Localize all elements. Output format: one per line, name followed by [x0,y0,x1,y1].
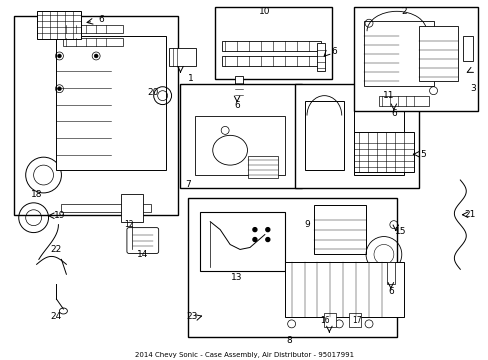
Bar [188,198,396,337]
Bar [462,36,472,61]
Bar [222,56,321,66]
Text: 2: 2 [400,7,406,16]
Bar [195,116,284,175]
Text: 7: 7 [185,180,191,189]
Bar [37,11,81,39]
Text: 11: 11 [382,91,394,100]
Bar [378,96,427,105]
Text: 24: 24 [51,312,62,321]
Bar [317,43,325,71]
Bar [14,16,177,215]
Bar [180,84,301,188]
Bar [215,7,332,79]
Text: 22: 22 [51,245,62,254]
Circle shape [265,228,269,231]
Bar [63,38,122,46]
Bar [304,100,344,170]
Bar [284,262,403,317]
Bar [61,204,150,212]
FancyBboxPatch shape [127,228,158,253]
Text: 6: 6 [234,101,240,110]
Text: 2014 Chevy Sonic - Case Assembly, Air Distributor - 95017991: 2014 Chevy Sonic - Case Assembly, Air Di… [135,352,354,357]
Text: 5: 5 [420,150,426,159]
Circle shape [57,87,61,91]
Bar [353,132,413,172]
Text: 8: 8 [286,336,292,345]
Text: 20: 20 [147,88,158,97]
Bar [200,212,284,271]
Bar [314,205,366,255]
Bar [353,100,403,175]
Text: 21: 21 [464,210,475,219]
Bar [386,262,394,284]
Text: 17: 17 [351,316,361,325]
Text: 10: 10 [259,7,270,16]
Text: 15: 15 [394,227,406,236]
Bar [247,156,277,178]
Text: 16: 16 [320,316,329,325]
Bar [418,26,457,81]
Text: 6: 6 [387,287,393,296]
Circle shape [265,238,269,242]
Text: 9: 9 [304,220,310,229]
Bar [168,48,196,66]
Bar [235,76,243,98]
Text: 13: 13 [231,273,243,282]
Circle shape [252,238,256,242]
Text: 6: 6 [98,15,104,24]
Circle shape [252,228,256,231]
Bar [353,7,477,111]
Text: 1: 1 [187,74,193,83]
Bar [324,313,336,327]
Bar [364,21,433,86]
Bar [63,25,122,33]
Bar [56,36,165,170]
Text: 18: 18 [31,190,42,199]
Text: 23: 23 [186,312,198,321]
Text: 6: 6 [331,46,337,55]
Text: 3: 3 [469,84,475,93]
Bar [348,313,360,327]
Text: 6: 6 [390,109,396,118]
Bar [222,41,321,51]
Bar [121,194,142,222]
Circle shape [57,54,61,58]
Text: 19: 19 [54,211,65,220]
Circle shape [94,54,98,58]
Text: 14: 14 [137,250,148,259]
Bar [294,84,418,188]
Text: 12: 12 [124,220,133,229]
